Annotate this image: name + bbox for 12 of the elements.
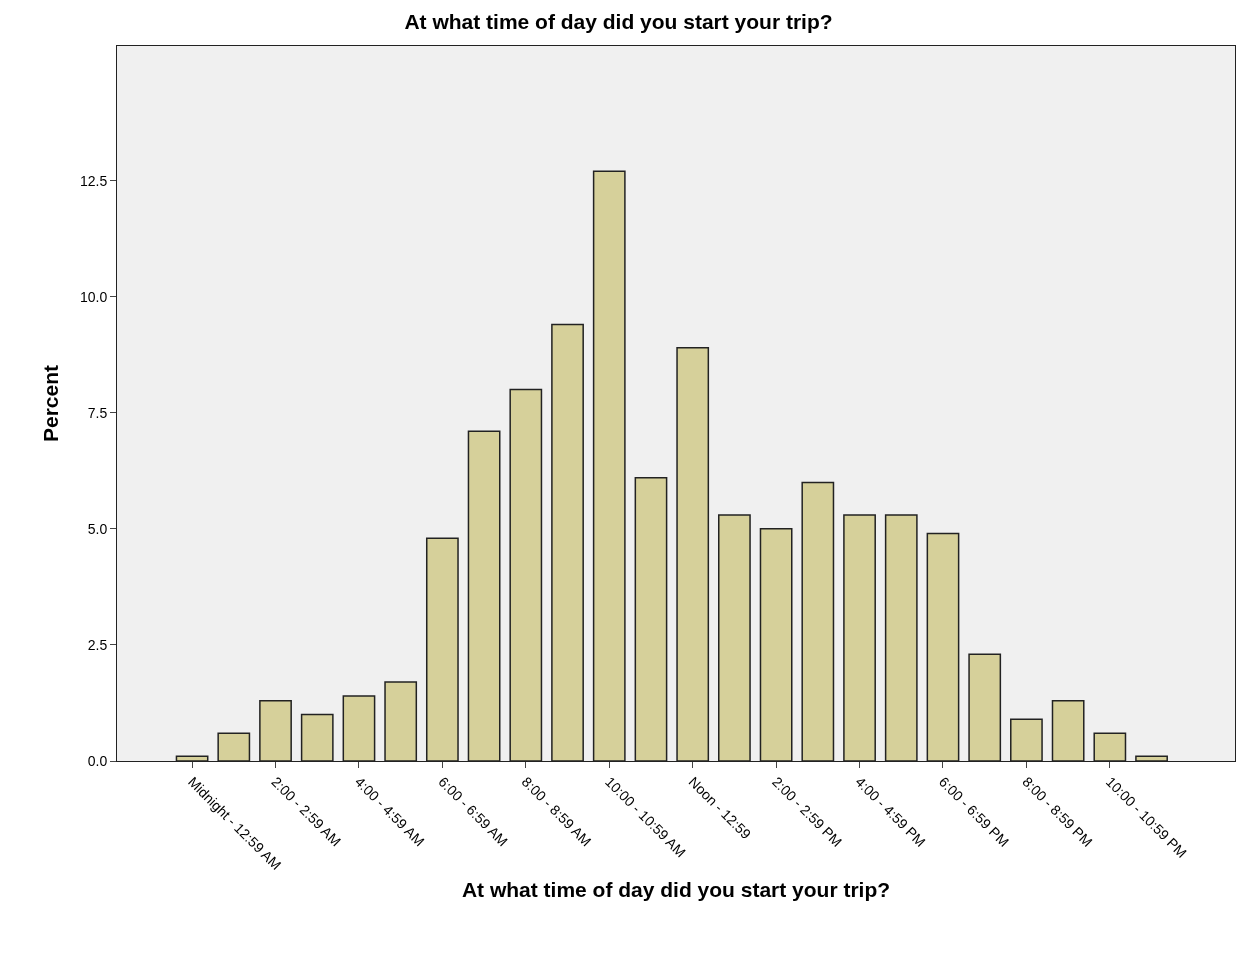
chart-title: At what time of day did you start your trip?	[404, 10, 833, 34]
y-tick-label: 12.5	[79, 172, 108, 189]
x-tick-label: 4:00 - 4:59 PM	[852, 773, 929, 850]
y-tick-label: 0.0	[87, 752, 108, 769]
x-tick-label: 4:00 - 4:59 AM	[351, 773, 428, 850]
y-tick-label: 10.0	[79, 288, 108, 305]
x-tick-label: 6:00 - 6:59 PM	[935, 773, 1013, 850]
y-tick-label: 5.0	[87, 520, 108, 537]
y-tick-label: 7.5	[87, 404, 108, 421]
x-axis-title: At what time of day did you start your trip?	[461, 878, 891, 902]
y-axis-title: Percent	[39, 364, 63, 443]
y-tick-label: 2.5	[87, 636, 108, 653]
